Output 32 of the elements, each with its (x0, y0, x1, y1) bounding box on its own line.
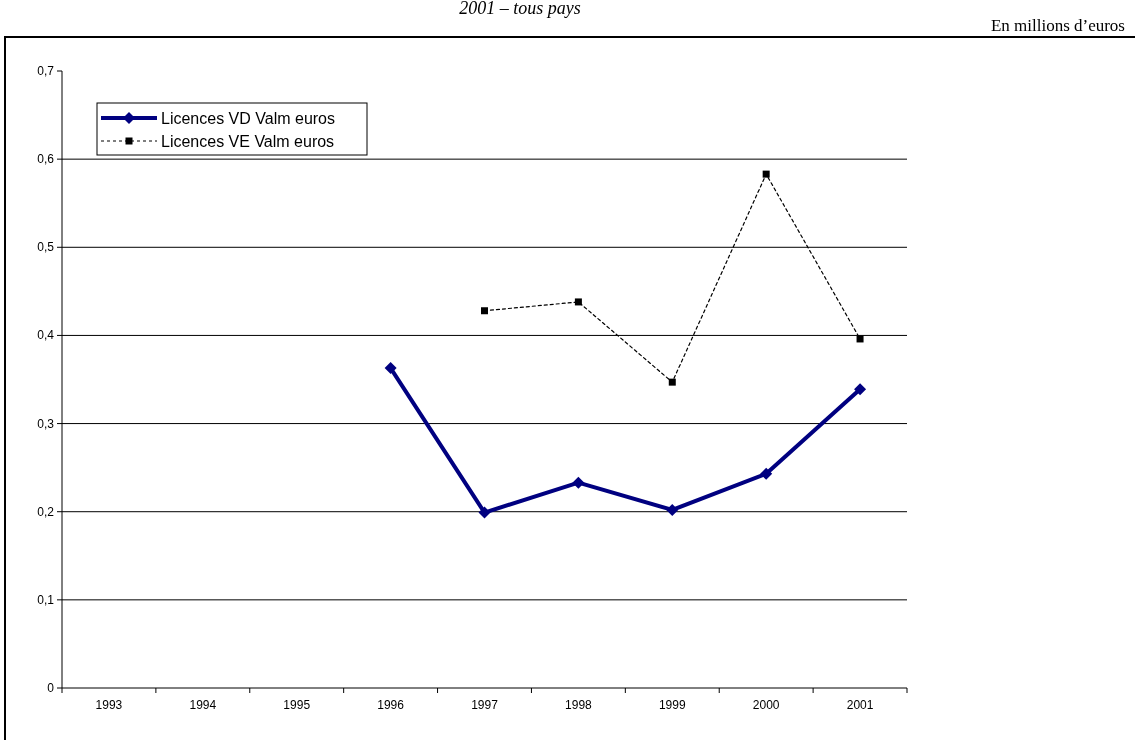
x-tick-label: 1995 (283, 698, 311, 712)
x-tick-label: 1997 (471, 698, 499, 712)
x-tick-label: 1993 (95, 698, 123, 712)
y-tick-label: 0,4 (37, 328, 55, 343)
y-tick-label: 0,1 (37, 592, 55, 607)
point (572, 476, 585, 489)
y-tick-label: 0,6 (37, 152, 55, 167)
x-tick-label: 1994 (189, 698, 217, 712)
y-tick-label: 0,5 (37, 240, 55, 255)
x-tick-label: 1999 (658, 698, 686, 712)
y-tick-label: 0,7 (37, 64, 55, 78)
point (384, 362, 397, 375)
chart-title: 2001 – tous pays (459, 0, 581, 18)
y-tick-label: 0,3 (37, 416, 55, 431)
x-tick-label: 1996 (377, 698, 405, 712)
legend-label: Licences VD Valm euros (161, 110, 335, 127)
text: En millions d’euros (990, 16, 1125, 35)
x-tick-label: 2000 (752, 698, 780, 712)
y-tick-label: 0,2 (37, 504, 55, 519)
point (478, 506, 491, 519)
point (666, 503, 679, 516)
point (574, 298, 582, 306)
point (854, 383, 867, 396)
point (762, 170, 770, 178)
point (668, 378, 676, 386)
y-tick-label: 0 (47, 681, 55, 695)
legend-label: Licences VE Valm euros (161, 133, 335, 150)
x-tick-label: 1998 (565, 698, 593, 712)
point (760, 467, 773, 480)
point (856, 335, 864, 343)
point (481, 307, 488, 315)
x-tick-label: 2001 (846, 698, 874, 712)
